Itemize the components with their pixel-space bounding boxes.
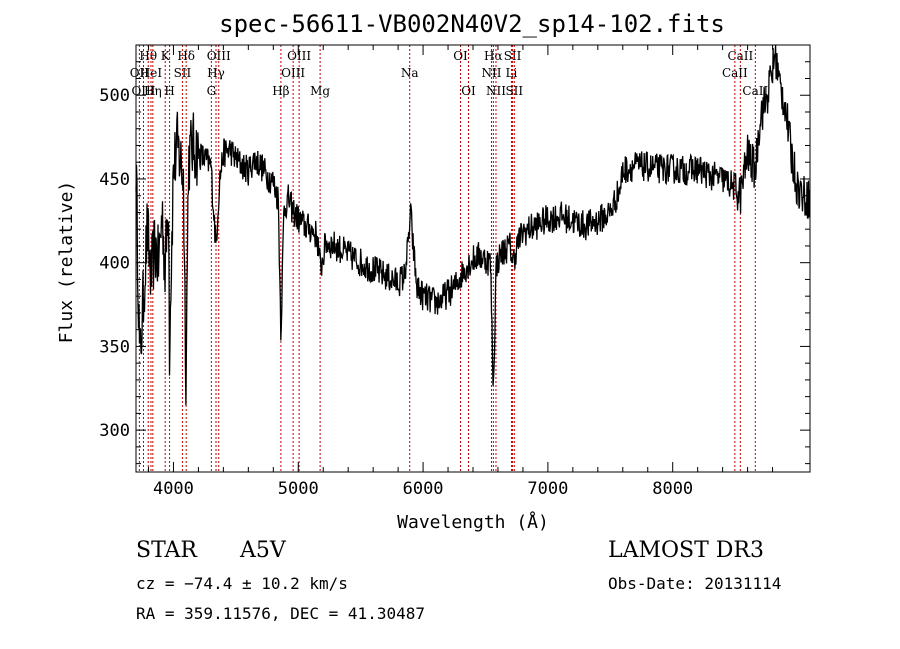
- chart-title: spec-56611-VB002N40V2_sp14-102.fits: [219, 10, 725, 38]
- plot-frame: [135, 44, 811, 473]
- line-marker-label: OII: [130, 66, 150, 80]
- line-marker-label: CaII: [742, 84, 768, 98]
- y-tick-label: 500: [99, 86, 130, 106]
- x-tick-label: 6000: [403, 479, 444, 499]
- line-marker-label: Hδ: [177, 49, 195, 63]
- line-marker-label: HeI: [140, 66, 163, 80]
- line-marker-label: OIII: [131, 84, 155, 98]
- line-marker-label: Hη: [144, 84, 162, 98]
- line-marker-label: CaII: [722, 66, 748, 80]
- line-marker-label: K: [161, 49, 171, 63]
- x-tick-label: 7000: [527, 479, 568, 499]
- y-axis-label: Flux (relative): [56, 181, 77, 344]
- x-tick-label: 8000: [652, 479, 693, 499]
- line-marker-label: NII: [481, 66, 501, 80]
- spectrum-line: [135, 44, 811, 406]
- line-marker-label: OI: [453, 49, 468, 63]
- line-marker-label: Hγ: [207, 66, 225, 80]
- line-marker-label: OIII: [207, 49, 231, 63]
- coordinates: RA = 359.11576, DEC = 41.30487: [136, 604, 425, 623]
- obs-date: Obs-Date: 20131114: [608, 574, 782, 593]
- x-axis-label: Wavelength (Å): [397, 511, 549, 533]
- line-marker-label: G: [207, 84, 217, 98]
- line-marker-label: Hθ: [139, 49, 157, 63]
- line-marker-label: SII: [505, 84, 523, 98]
- line-marker-label: OIII: [287, 49, 311, 63]
- line-marker-label: Mg: [310, 84, 330, 98]
- line-marker-label: Li: [506, 66, 518, 80]
- line-marker-label: Hα: [484, 49, 503, 63]
- y-axis-ticks: 300 350 400 450 500: [99, 61, 810, 465]
- x-axis-ticks: 4000 5000 6000 7000 8000: [147, 45, 774, 499]
- y-tick-label: 300: [99, 421, 130, 441]
- y-tick-label: 400: [99, 254, 130, 274]
- object-class: STAR: [136, 538, 197, 563]
- x-tick-label: 5000: [278, 479, 319, 499]
- line-marker-label: OI: [461, 84, 476, 98]
- y-tick-label: 450: [99, 170, 130, 190]
- y-tick-label: 350: [99, 337, 130, 357]
- line-marker-label: Na: [401, 66, 419, 80]
- line-marker-label: NII: [486, 84, 506, 98]
- line-marker-label: SII: [504, 49, 522, 63]
- spectral-subclass: A5V: [240, 538, 286, 563]
- line-marker-label: OIII: [281, 66, 305, 80]
- survey-name: LAMOST DR3: [608, 538, 764, 563]
- line-marker-label: H: [164, 84, 174, 98]
- redshift-text: cz = −74.4 ± 10.2 km/s: [136, 574, 348, 593]
- line-marker-label: SII: [174, 66, 192, 80]
- x-tick-label: 4000: [153, 479, 194, 499]
- line-marker-label: Hβ: [272, 84, 289, 98]
- line-marker-label: CaII: [727, 49, 753, 63]
